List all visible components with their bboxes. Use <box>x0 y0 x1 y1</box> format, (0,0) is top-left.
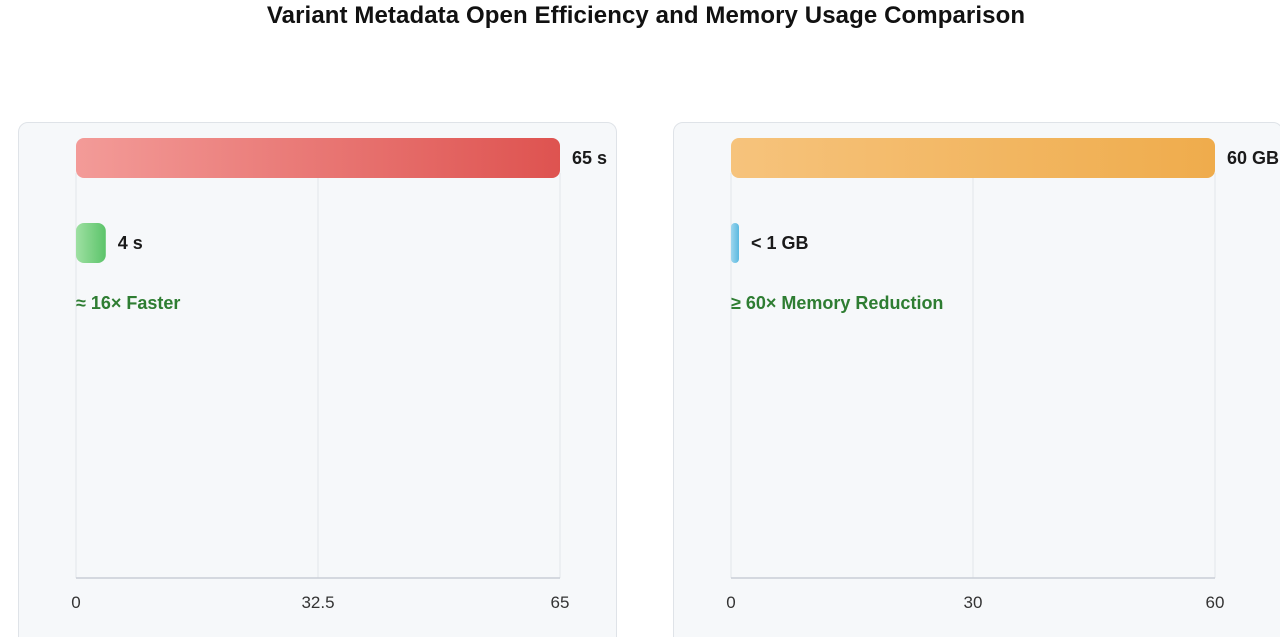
x-tick-label: 60 <box>1206 593 1225 612</box>
bar-value-label: < 1 GB <box>751 233 809 253</box>
x-tick-label: 30 <box>964 593 983 612</box>
bar-value-label: 60 GB <box>1227 148 1279 168</box>
bar-before <box>76 138 560 178</box>
x-tick-label: 0 <box>71 593 80 612</box>
improvement-annotation: ≥ 60× Memory Reduction <box>731 293 943 313</box>
bar-value-label: 4 s <box>118 233 143 253</box>
bar-after <box>731 223 739 263</box>
bar-before <box>731 138 1215 178</box>
open-time-chart-panel: 0 32.5 65 65 s 4 s ≈ 16× Faster <box>18 122 617 637</box>
improvement-annotation: ≈ 16× Faster <box>76 293 180 313</box>
memory-chart-panel: 0 30 60 60 GB < 1 GB ≥ 60× Memory Reduction <box>673 122 1280 637</box>
memory-chart: 0 30 60 60 GB < 1 GB ≥ 60× Memory Reduction <box>726 138 1279 612</box>
x-tick-label: 65 <box>551 593 570 612</box>
bar-after <box>76 223 106 263</box>
x-tick-label: 32.5 <box>301 593 334 612</box>
x-tick-label: 0 <box>726 593 735 612</box>
bar-value-label: 65 s <box>572 148 607 168</box>
chart-title: Variant Metadata Open Efficiency and Mem… <box>266 2 1026 29</box>
open-time-chart: 0 32.5 65 65 s 4 s ≈ 16× Faster <box>71 138 607 612</box>
